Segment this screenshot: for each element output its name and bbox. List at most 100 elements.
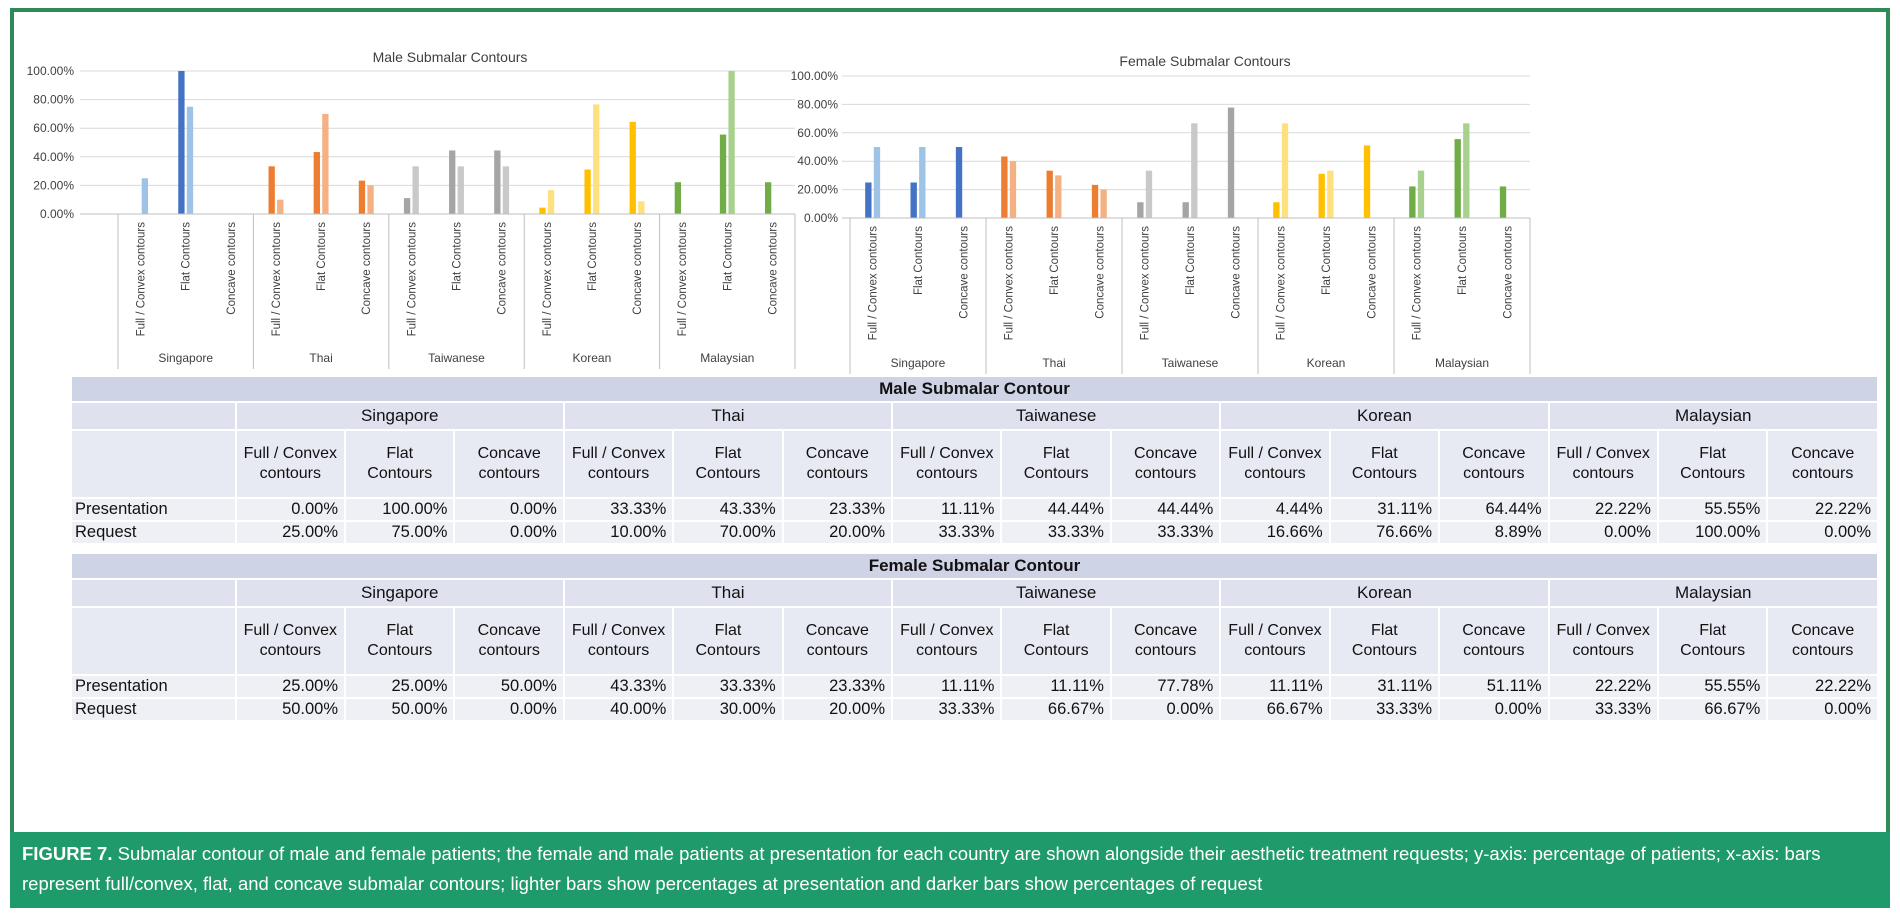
male-bar-presentation <box>584 169 591 214</box>
female-table-contour-header: Concave contours <box>1109 606 1221 675</box>
male-table-corner-cell <box>72 429 236 498</box>
female-table-corner-cell <box>72 606 236 675</box>
male-table-cell: 76.66% <box>1328 520 1440 543</box>
male-table-cell: 0.00% <box>234 497 346 521</box>
female-table-cell: 31.11% <box>1328 674 1440 698</box>
female-table-contour-header: Concave contours <box>781 606 893 675</box>
female-table-cell: 66.67% <box>1656 697 1768 720</box>
female-table-contour-header: Flat Contours <box>1328 606 1440 675</box>
male-bar-presentation <box>268 166 275 214</box>
female-table-cell: 22.22% <box>1766 674 1877 698</box>
female-bar-request <box>1191 123 1198 218</box>
female-bar-presentation <box>1318 173 1325 218</box>
male-table-contour-header: Flat Contours <box>1328 429 1440 498</box>
male-table-cell: 31.11% <box>1328 497 1440 521</box>
female-table-contour-header: Full / Convex contours <box>1547 606 1658 675</box>
male-table-cell: 43.33% <box>672 497 783 521</box>
male-chart-title: Male Submalar Contours <box>373 49 528 65</box>
female-table-cell: 43.33% <box>562 674 674 698</box>
male-table-contour-header: Full / Convex contours <box>234 429 346 498</box>
male-group-label: Malaysian <box>700 351 754 365</box>
male-table-contour-header: Flat Contours <box>1000 429 1111 498</box>
male-table-country-header: Korean <box>1219 401 1549 431</box>
caption-text: Submalar contour of male and female pati… <box>22 843 1821 894</box>
male-table-cell: 22.22% <box>1547 497 1658 521</box>
male-bar-request <box>593 104 600 214</box>
male-table-cell: 33.33% <box>1109 520 1221 543</box>
female-group-label: Singapore <box>891 356 946 370</box>
female-table-cell: 0.00% <box>453 697 564 720</box>
female-bar-presentation <box>1091 184 1099 218</box>
female-category-label: Flat Contours <box>1457 226 1469 295</box>
caption-label: FIGURE 7. <box>22 843 113 864</box>
female-table-country-header: Taiwanese <box>891 578 1221 608</box>
female-table-contour-header: Concave contours <box>453 606 564 675</box>
female-category-label: Concave contours <box>1094 226 1106 319</box>
male-bar-request <box>412 166 419 214</box>
male-bar-presentation <box>494 150 501 214</box>
male-bar-request <box>186 106 194 214</box>
male-category-label: Flat Contours <box>181 222 193 291</box>
female-category-label: Full / Convex contours <box>1412 226 1424 341</box>
female-table-cell: 33.33% <box>1328 697 1440 720</box>
male-ytick-label: 60.00% <box>33 121 74 135</box>
female-bar-request <box>919 147 926 218</box>
male-table-country-header: Malaysian <box>1547 401 1877 431</box>
female-table-country-row: Singapore Thai Taiwanese Korean Malaysian <box>72 578 1877 608</box>
female-bar-request <box>873 147 881 218</box>
male-category-label: Concave contours <box>361 222 373 315</box>
female-table-cell: 0.00% <box>1109 697 1221 720</box>
male-table-cell: 4.44% <box>1219 497 1330 521</box>
female-bar-presentation <box>1046 170 1053 218</box>
female-category-label: Concave contours <box>1230 226 1242 319</box>
female-ytick-label: 100.00% <box>791 69 839 83</box>
male-table-cell: 25.00% <box>234 520 346 543</box>
female-table-contour-header: Flat Contours <box>672 606 783 675</box>
male-group-label: Singapore <box>158 351 213 365</box>
male-group-label: Taiwanese <box>428 351 485 365</box>
female-group-label: Korean <box>1307 356 1346 370</box>
male-table-cell: 75.00% <box>344 520 455 543</box>
female-table-contour-header: Flat Contours <box>344 606 455 675</box>
male-category-label: Full / Convex contours <box>271 222 283 337</box>
male-table-contour-header: Full / Convex contours <box>1547 429 1658 498</box>
female-category-label: Full / Convex contours <box>1004 226 1016 341</box>
female-chart: Female Submalar Contours 0.00% 20.00% 40.00… <box>791 53 1531 374</box>
female-contour-table: Female Submalar Contour Singapore Thai Taiw… <box>72 552 1877 720</box>
male-ytick-label: 80.00% <box>33 93 74 107</box>
female-category-label: Flat Contours <box>913 226 925 295</box>
female-table-cell: 0.00% <box>1438 697 1549 720</box>
male-bar-presentation <box>719 134 727 214</box>
female-category-label: Full / Convex contours <box>868 226 880 341</box>
male-bar-request <box>141 178 149 214</box>
male-bar-presentation <box>764 182 772 214</box>
male-bar-presentation <box>313 152 320 214</box>
female-category-label: Flat Contours <box>1049 226 1061 295</box>
female-table-cell: 25.00% <box>234 674 346 698</box>
male-bar-request <box>277 199 284 214</box>
female-table-corner-cell <box>72 578 236 607</box>
female-bar-presentation <box>1409 186 1416 218</box>
male-table-title-row: Male Submalar Contour <box>72 375 1877 402</box>
female-table-cell: 66.67% <box>1219 697 1330 720</box>
male-bar-request <box>728 71 735 214</box>
male-table-cell: 23.33% <box>781 497 893 521</box>
female-table-cell: 25.00% <box>344 674 455 698</box>
male-table-cell: 33.33% <box>891 520 1002 543</box>
female-group-label: Malaysian <box>1435 356 1489 370</box>
male-category-label: Flat Contours <box>452 222 464 291</box>
male-table-contour-header: Concave contours <box>1766 429 1877 498</box>
male-chart: Male Submalar Contours 0.00% 20.00% 40.00% 6… <box>27 49 796 369</box>
female-ytick-label: 40.00% <box>797 154 838 168</box>
male-bar-presentation <box>178 71 185 214</box>
female-table-cell: 40.00% <box>562 697 674 720</box>
female-table-cell: 11.11% <box>1000 674 1111 698</box>
female-bar-presentation <box>1182 202 1189 218</box>
female-category-label: Flat Contours <box>1185 226 1197 295</box>
male-table-contour-header: Flat Contours <box>672 429 783 498</box>
female-bar-request <box>1417 170 1425 218</box>
male-ytick-label: 20.00% <box>33 178 74 192</box>
female-table-country-header: Thai <box>562 578 893 608</box>
female-table-country-header: Korean <box>1219 578 1549 608</box>
female-ytick-label: 60.00% <box>797 126 838 140</box>
